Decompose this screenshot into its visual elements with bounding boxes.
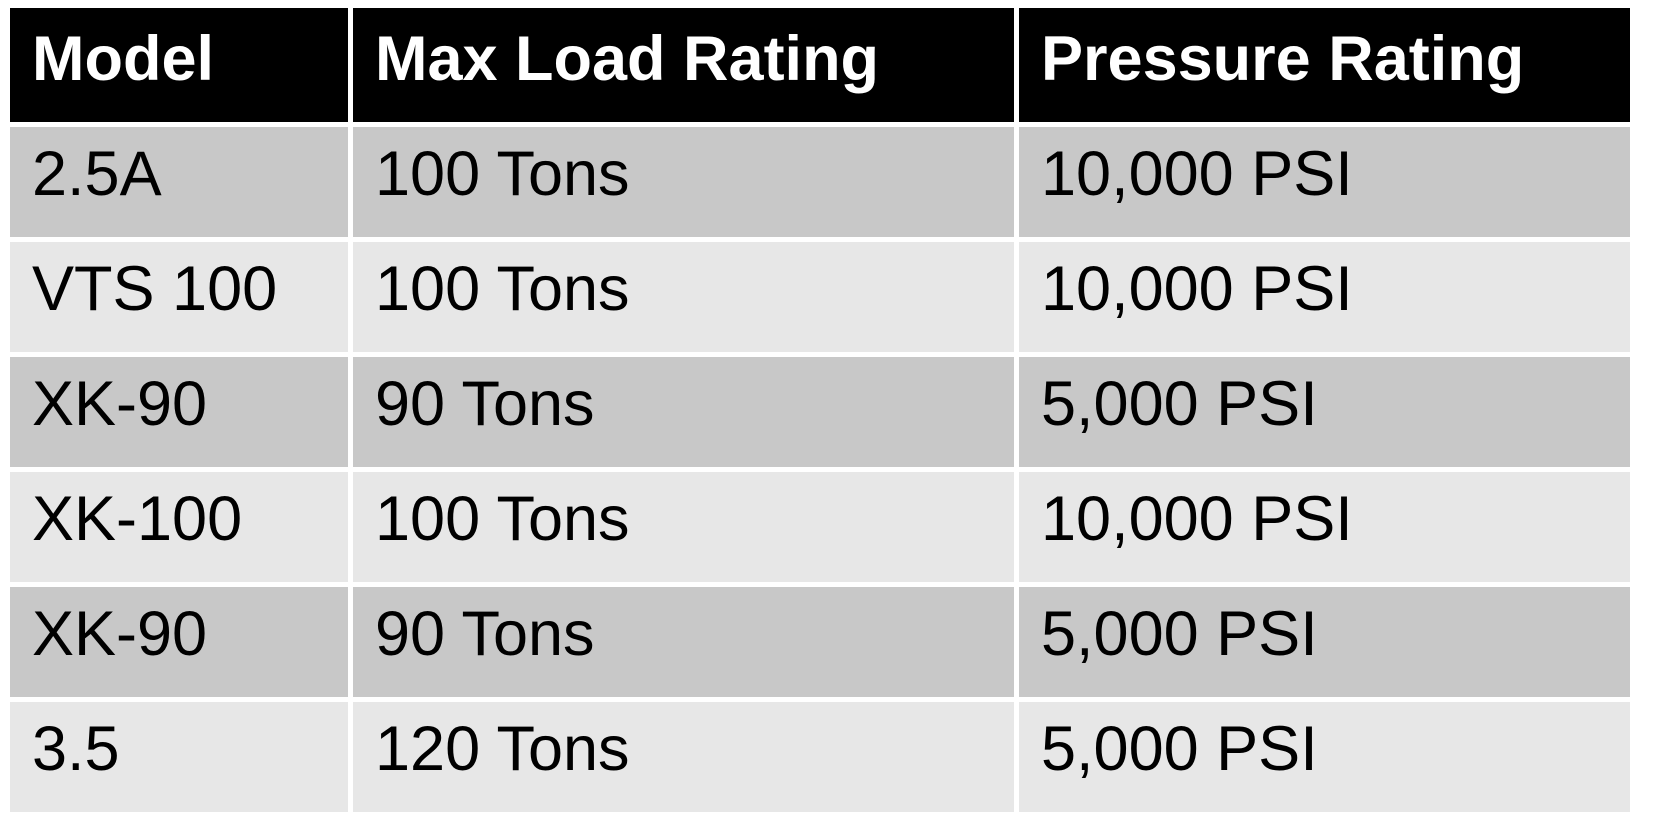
cell-max-load-rating: 90 Tons bbox=[353, 587, 1014, 697]
table-row: VTS 100 100 Tons 10,000 PSI bbox=[10, 242, 1630, 352]
ratings-table: Model Max Load Rating Pressure Rating 2.… bbox=[5, 3, 1635, 817]
table-row: 3.5 120 Tons 5,000 PSI bbox=[10, 702, 1630, 812]
cell-model: XK-90 bbox=[10, 357, 348, 467]
cell-max-load-rating: 100 Tons bbox=[353, 127, 1014, 237]
cell-model: 3.5 bbox=[10, 702, 348, 812]
cell-model: 2.5A bbox=[10, 127, 348, 237]
cell-pressure-rating: 5,000 PSI bbox=[1019, 702, 1630, 812]
cell-max-load-rating: 100 Tons bbox=[353, 472, 1014, 582]
cell-max-load-rating: 90 Tons bbox=[353, 357, 1014, 467]
cell-pressure-rating: 10,000 PSI bbox=[1019, 127, 1630, 237]
cell-model: XK-100 bbox=[10, 472, 348, 582]
cell-max-load-rating: 120 Tons bbox=[353, 702, 1014, 812]
table-row: XK-90 90 Tons 5,000 PSI bbox=[10, 357, 1630, 467]
header-row: Model Max Load Rating Pressure Rating bbox=[10, 8, 1630, 122]
table-row: 2.5A 100 Tons 10,000 PSI bbox=[10, 127, 1630, 237]
cell-pressure-rating: 10,000 PSI bbox=[1019, 242, 1630, 352]
cell-max-load-rating: 100 Tons bbox=[353, 242, 1014, 352]
table-body: 2.5A 100 Tons 10,000 PSI VTS 100 100 Tons 10,… bbox=[10, 127, 1630, 812]
column-header-pressure-rating: Pressure Rating bbox=[1019, 8, 1630, 122]
table-row: XK-100 100 Tons 10,000 PSI bbox=[10, 472, 1630, 582]
table-row: XK-90 90 Tons 5,000 PSI bbox=[10, 587, 1630, 697]
cell-pressure-rating: 5,000 PSI bbox=[1019, 357, 1630, 467]
column-header-max-load-rating: Max Load Rating bbox=[353, 8, 1014, 122]
cell-pressure-rating: 5,000 PSI bbox=[1019, 587, 1630, 697]
cell-model: XK-90 bbox=[10, 587, 348, 697]
cell-pressure-rating: 10,000 PSI bbox=[1019, 472, 1630, 582]
column-header-model: Model bbox=[10, 8, 348, 122]
cell-model: VTS 100 bbox=[10, 242, 348, 352]
